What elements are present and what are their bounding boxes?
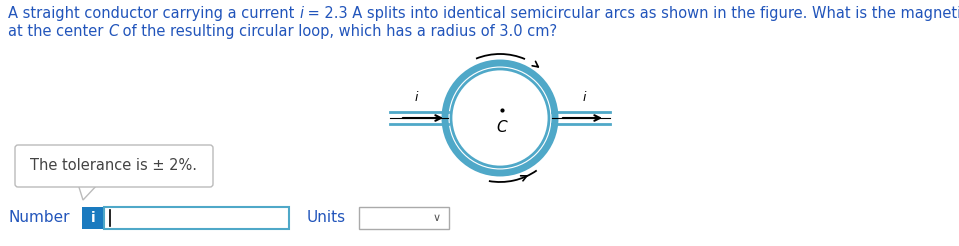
- Text: A straight conductor carrying a current: A straight conductor carrying a current: [8, 6, 299, 21]
- Text: C: C: [108, 24, 118, 39]
- Text: i: i: [414, 91, 418, 104]
- FancyBboxPatch shape: [15, 145, 213, 187]
- Text: i: i: [299, 6, 303, 21]
- Text: i: i: [582, 91, 586, 104]
- Circle shape: [453, 71, 547, 165]
- Text: The tolerance is ± 2%.: The tolerance is ± 2%.: [31, 158, 198, 173]
- Text: of the resulting circular loop, which has a radius of 3.0 cm?: of the resulting circular loop, which ha…: [118, 24, 557, 39]
- Text: i: i: [91, 211, 95, 225]
- Text: = 2.3 A splits into identical semicircular arcs as shown in the figure. What is : = 2.3 A splits into identical semicircul…: [303, 6, 959, 21]
- Text: Number: Number: [8, 211, 69, 226]
- Text: ∨: ∨: [433, 213, 441, 223]
- FancyBboxPatch shape: [359, 207, 449, 229]
- Polygon shape: [78, 184, 98, 200]
- FancyBboxPatch shape: [82, 207, 104, 229]
- Text: C: C: [497, 121, 507, 136]
- FancyBboxPatch shape: [104, 207, 289, 229]
- Text: Units: Units: [307, 211, 346, 226]
- Text: at the center: at the center: [8, 24, 108, 39]
